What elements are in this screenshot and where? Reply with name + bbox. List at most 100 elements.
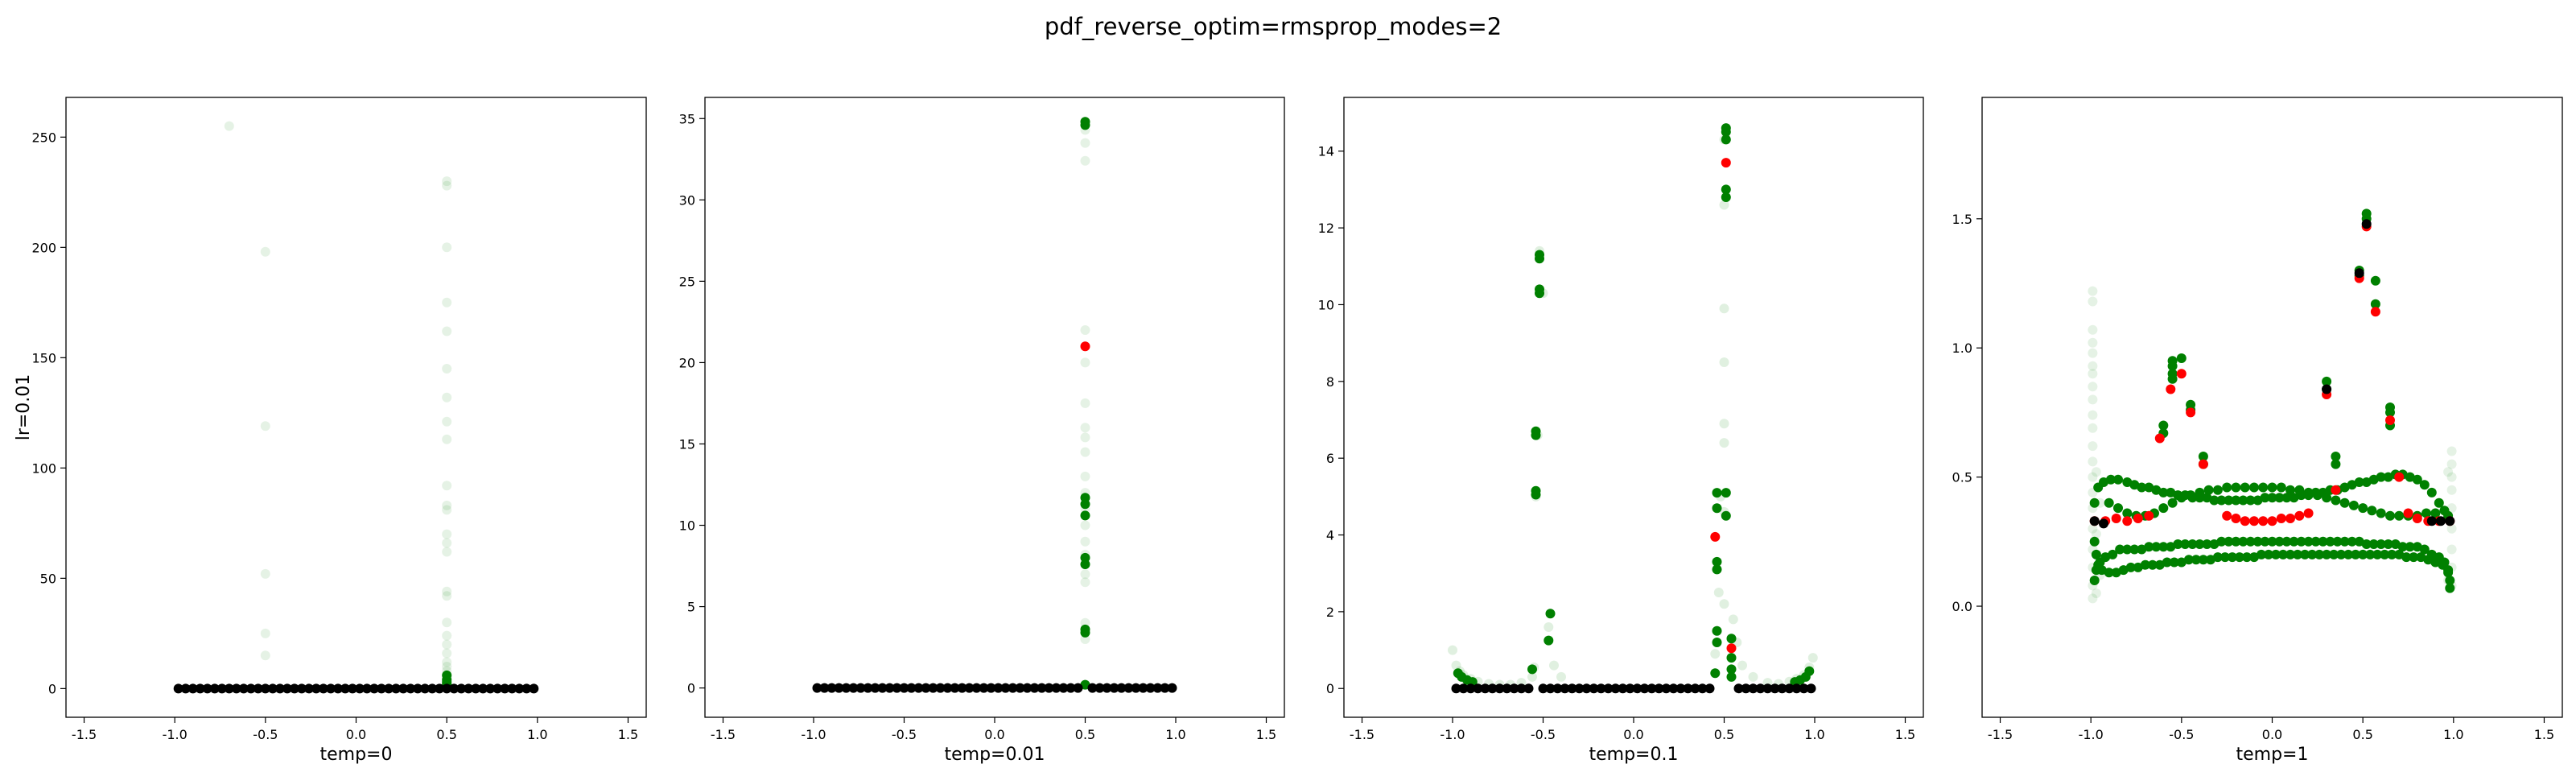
scatter-point — [1044, 683, 1054, 693]
y-tick-label: 12 — [1318, 221, 1334, 236]
scatter-point — [2260, 536, 2270, 547]
scatter-point — [1527, 664, 1537, 675]
scatter-point — [2122, 516, 2133, 526]
scatter-point — [2169, 557, 2179, 568]
scatter-point — [260, 246, 270, 257]
scatter-point — [514, 683, 525, 694]
scatter-point — [1807, 653, 1818, 663]
scatter-point — [521, 683, 532, 694]
scatter-point — [1712, 556, 1722, 567]
figure-title: pdf_reverse_optim=rmsprop_modes=2 — [1045, 13, 1502, 40]
y-tick-label: 10 — [679, 518, 695, 534]
scatter-point — [2133, 562, 2143, 572]
scatter-point — [2176, 557, 2187, 568]
scatter-point — [2300, 549, 2310, 559]
scatter-point — [303, 683, 314, 694]
scatter-point — [311, 683, 321, 694]
y-tick-label: 100 — [31, 460, 56, 476]
scatter-point — [2445, 583, 2455, 593]
scatter-point — [1713, 588, 1724, 597]
scatter-point — [950, 683, 960, 693]
scatter-point — [2249, 552, 2259, 563]
scatter-point — [2158, 542, 2169, 552]
scatter-point — [2285, 514, 2295, 523]
scatter-point — [1094, 683, 1105, 693]
x-axis-label: temp=0.01 — [945, 745, 1045, 765]
scatter-point — [1544, 622, 1554, 632]
scatter-point — [964, 683, 975, 693]
scatter-point — [2361, 477, 2372, 487]
y-tick-label: 0 — [687, 681, 695, 696]
scatter-point — [2419, 544, 2430, 555]
scatter-point — [913, 683, 924, 693]
scatter-point — [2144, 482, 2154, 493]
scatter-point — [2144, 510, 2154, 521]
scatter-point — [1710, 668, 1721, 679]
scatter-series — [173, 683, 539, 694]
scatter-point — [1710, 649, 1721, 659]
scatter-point — [1523, 683, 1534, 694]
scatter-point — [202, 683, 212, 694]
scatter-point — [188, 683, 198, 694]
scatter-point — [529, 683, 539, 694]
scatter-point — [2322, 549, 2332, 559]
y-tick-label: 25 — [679, 274, 695, 289]
scatter-point — [2191, 555, 2201, 565]
scatter-point — [2203, 485, 2214, 495]
scatter-point — [2089, 536, 2100, 547]
scatter-point — [2088, 472, 2098, 482]
scatter-point — [1719, 419, 1729, 429]
scatter-point — [384, 683, 394, 694]
scatter-point — [2446, 472, 2457, 482]
scatter-point — [464, 683, 474, 694]
scatter-point — [2222, 482, 2232, 493]
scatter-point — [834, 683, 844, 693]
x-tick-label: 1.5 — [2534, 727, 2554, 742]
y-tick-label: 250 — [31, 130, 56, 145]
scatter-point — [2370, 299, 2380, 309]
scatter-point — [1603, 683, 1614, 694]
scatter-point — [2372, 549, 2383, 559]
scatter-point — [1109, 683, 1119, 693]
scatter-point — [2446, 446, 2457, 456]
scatter-point — [1806, 683, 1816, 694]
scatter-point — [2231, 536, 2241, 547]
scatter-point — [2088, 593, 2098, 604]
scatter-point — [224, 683, 234, 694]
scatter-point — [2099, 477, 2108, 487]
scatter-point — [2343, 549, 2354, 559]
scatter-point — [2318, 536, 2328, 547]
scatter-point — [1152, 683, 1163, 693]
scatter-point — [369, 683, 379, 694]
scatter-point — [2088, 348, 2098, 358]
scatter-point — [442, 639, 452, 650]
scatter-point — [2443, 568, 2454, 578]
scatter-point — [427, 683, 438, 694]
scatter-point — [2183, 555, 2194, 565]
scatter-point — [2231, 495, 2241, 506]
scatter-point — [1733, 683, 1744, 694]
scatter-point — [1080, 398, 1090, 408]
scatter-point — [2122, 544, 2133, 555]
scatter-point — [1116, 683, 1127, 693]
scatter-series — [1710, 158, 1737, 654]
scatter-point — [1721, 126, 1731, 137]
scatter-point — [1625, 683, 1635, 694]
scatter-point — [2271, 549, 2281, 559]
axes-background — [66, 97, 646, 717]
scatter-point — [2111, 514, 2121, 523]
scatter-point — [1015, 683, 1025, 693]
scatter-point — [2376, 472, 2386, 482]
scatter-point — [870, 683, 880, 693]
scatter-point — [2129, 544, 2140, 555]
scatter-point — [2133, 514, 2143, 523]
scatter-point — [2446, 503, 2457, 514]
scatter-point — [2322, 384, 2332, 394]
scatter-point — [1516, 683, 1527, 694]
scatter-point — [2303, 487, 2314, 497]
subplot-temp-0-01: -1.5 -1.0 -0.5 0.0 0.5 1.0 1.5 0 5 10 15 20 25 30 35 te… — [679, 97, 1285, 765]
scatter-point — [2151, 485, 2162, 495]
scatter-point — [442, 617, 452, 628]
scatter-point — [2264, 549, 2273, 559]
x-tick-label: -1.5 — [1988, 727, 2013, 742]
